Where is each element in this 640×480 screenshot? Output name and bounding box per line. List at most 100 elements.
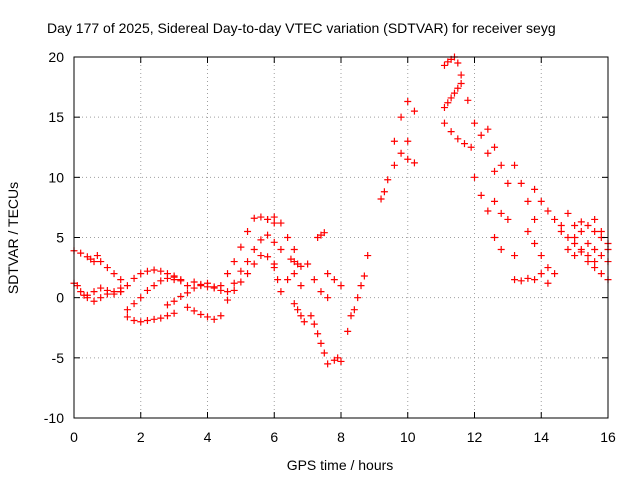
data-point: [244, 258, 252, 266]
data-point: [90, 288, 98, 296]
x-tick-label: 16: [600, 429, 616, 445]
data-point: [457, 71, 465, 79]
data-point: [384, 176, 392, 184]
series-trace-40: [531, 270, 552, 287]
series-trace-20: [304, 260, 332, 302]
data-point: [440, 104, 448, 112]
series-trace-37: [511, 161, 539, 223]
data-point: [454, 135, 462, 143]
data-point: [277, 288, 285, 296]
series-trace-21: [307, 312, 332, 368]
data-point: [97, 258, 105, 266]
data-point: [467, 143, 475, 151]
data-point: [591, 258, 599, 266]
data-point: [314, 330, 322, 338]
data-point: [390, 161, 398, 169]
data-point: [237, 278, 245, 286]
data-point: [237, 267, 245, 275]
series-trace-28: [390, 107, 418, 169]
data-point: [257, 213, 265, 221]
data-point: [344, 327, 352, 335]
data-point: [364, 252, 372, 260]
series-trace-15: [224, 252, 278, 304]
y-tick-label: -5: [52, 350, 65, 366]
data-point: [257, 236, 265, 244]
data-point: [504, 215, 512, 223]
data-point: [90, 258, 98, 266]
data-point: [457, 79, 465, 87]
data-point: [584, 252, 592, 260]
data-point: [337, 357, 345, 365]
data-point: [571, 252, 579, 260]
data-point: [544, 279, 552, 287]
series-trace-27: [377, 98, 412, 203]
data-point: [544, 207, 552, 215]
data-point: [110, 270, 118, 278]
series-trace-31: [440, 79, 465, 112]
data-point: [210, 284, 218, 292]
data-point: [183, 289, 191, 297]
data-point: [230, 258, 238, 266]
data-point: [330, 276, 338, 284]
data-point: [224, 296, 232, 304]
data-point: [591, 215, 599, 223]
data-point: [224, 270, 232, 278]
data-point: [537, 270, 545, 278]
data-point: [270, 213, 278, 221]
data-point: [491, 167, 499, 175]
series-trace-24: [324, 270, 345, 290]
data-point: [347, 312, 355, 320]
data-point: [93, 252, 101, 260]
data-point: [454, 84, 462, 92]
data-point: [324, 294, 332, 302]
data-point: [270, 264, 278, 272]
data-point: [270, 219, 278, 227]
data-point: [123, 306, 131, 314]
data-point: [250, 246, 258, 254]
data-point: [531, 276, 539, 284]
data-point: [197, 280, 205, 288]
data-point: [484, 149, 492, 157]
data-point: [497, 161, 505, 169]
data-point: [444, 99, 452, 107]
data-point: [157, 277, 165, 285]
series-trace-18: [290, 300, 308, 326]
data-point: [290, 300, 298, 308]
y-tick-label: 20: [48, 49, 64, 65]
grid-layer: [74, 57, 608, 418]
data-point: [264, 253, 272, 261]
data-point: [163, 312, 171, 320]
data-point: [380, 188, 388, 196]
y-tick-label: 0: [56, 290, 64, 306]
data-point: [73, 282, 81, 290]
data-point: [297, 312, 305, 320]
data-point: [447, 94, 455, 102]
data-point: [320, 349, 328, 357]
data-point: [320, 229, 328, 237]
data-point: [83, 291, 91, 299]
data-point: [150, 282, 158, 290]
series-trace-25: [344, 252, 372, 335]
series-trace-9: [163, 279, 218, 309]
data-point: [117, 288, 125, 296]
data-point: [484, 125, 492, 133]
series-trace-39: [524, 227, 559, 278]
series-trace-23: [330, 354, 345, 365]
data-point: [224, 288, 232, 296]
x-tick-label: 10: [400, 429, 416, 445]
data-point: [564, 234, 572, 241]
data-point: [577, 248, 585, 256]
data-point: [460, 140, 468, 148]
data-point: [537, 197, 545, 205]
data-point: [477, 191, 485, 199]
data-point: [297, 262, 305, 270]
data-point: [310, 320, 318, 328]
x-axis-label: GPS time / hours: [287, 457, 394, 473]
x-tick-label: 12: [467, 429, 483, 445]
data-point: [163, 274, 171, 282]
data-point: [397, 113, 405, 121]
data-point: [163, 301, 171, 309]
data-point: [150, 266, 158, 274]
data-point: [577, 227, 585, 235]
data-point: [491, 197, 499, 205]
